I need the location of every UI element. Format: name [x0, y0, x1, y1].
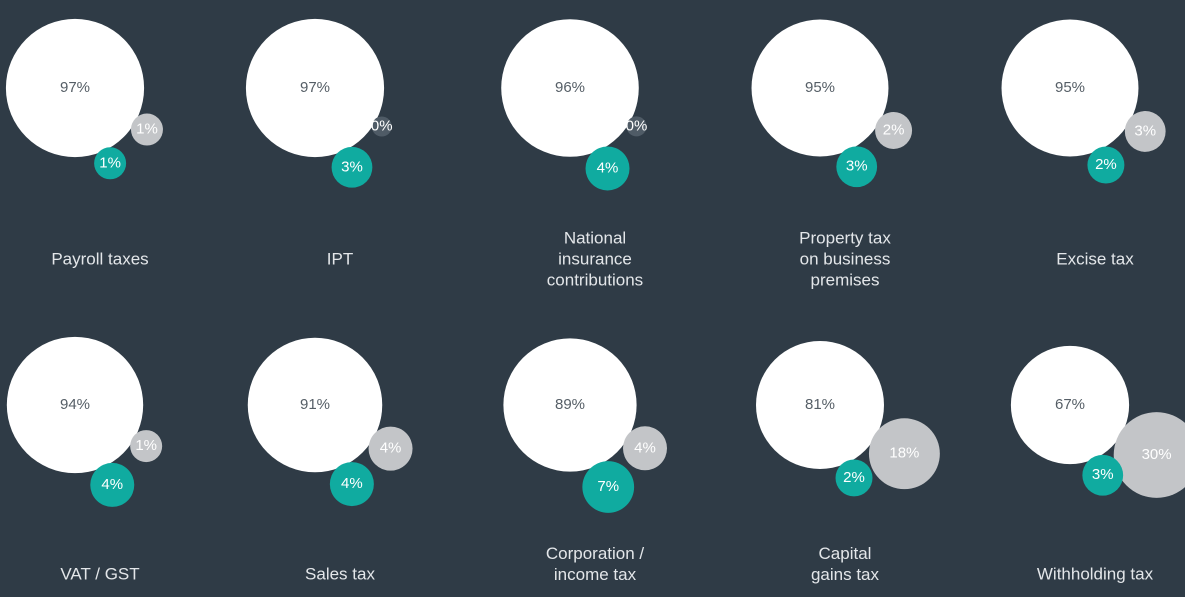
bubble: [1124, 111, 1166, 152]
value-label: 2%: [1095, 156, 1117, 173]
value-label: 4%: [341, 475, 363, 492]
category-label: Property tax: [799, 228, 891, 247]
bubble: [623, 426, 668, 471]
bubble: [331, 146, 373, 188]
value-label: 97%: [60, 79, 90, 96]
category-label: Sales tax: [305, 564, 375, 583]
bubble: [1113, 412, 1185, 498]
value-label: 0%: [371, 118, 393, 135]
value-label: 0%: [626, 117, 648, 134]
value-label: 91%: [300, 396, 330, 413]
value-label: 89%: [555, 396, 585, 413]
category-label: contributions: [547, 270, 643, 289]
value-label: 4%: [597, 159, 619, 176]
value-label: 18%: [889, 445, 919, 462]
bubble: [626, 116, 647, 137]
bubble: [1001, 19, 1139, 157]
bubble: [585, 146, 630, 191]
value-label: 2%: [843, 469, 865, 486]
bubble: [371, 116, 392, 137]
category-label: IPT: [327, 249, 353, 268]
category-label: income tax: [554, 565, 637, 584]
bubble: [1010, 345, 1130, 465]
bubble: [1087, 146, 1125, 184]
bubble: [501, 19, 639, 157]
category-label: gains tax: [811, 565, 880, 584]
value-label: 95%: [1055, 79, 1085, 96]
bubble: [751, 19, 889, 157]
value-label: 2%: [883, 121, 905, 138]
bubble: [368, 426, 413, 471]
value-label: 3%: [846, 158, 868, 175]
bubble: [130, 430, 163, 463]
bubble: [5, 18, 145, 158]
value-label: 4%: [634, 439, 656, 456]
bubble: [130, 113, 163, 146]
bubble: [503, 338, 637, 472]
category-label: insurance: [558, 249, 632, 268]
value-label: 3%: [341, 158, 363, 175]
category-label: Corporation /: [546, 544, 645, 563]
bubble: [582, 461, 635, 513]
category-label: Capital: [819, 544, 872, 563]
value-label: 1%: [135, 437, 157, 454]
value-label: 1%: [136, 121, 158, 138]
value-label: 3%: [1134, 122, 1156, 139]
category-label: premises: [811, 270, 880, 289]
category-label: Payroll taxes: [51, 249, 148, 268]
bubble: [329, 462, 374, 507]
bubble: [1082, 454, 1124, 496]
category-label: VAT / GST: [60, 564, 139, 583]
bubble: [875, 111, 913, 149]
value-label: 81%: [805, 396, 835, 413]
value-label: 7%: [597, 478, 619, 495]
value-label: 67%: [1055, 396, 1085, 413]
value-label: 95%: [805, 79, 835, 96]
value-label: 4%: [380, 440, 402, 457]
bubble: [868, 418, 940, 490]
category-label: on business: [800, 249, 891, 268]
value-label: 94%: [60, 396, 90, 413]
value-label: 1%: [99, 154, 121, 171]
value-label: 97%: [300, 79, 330, 96]
bubble: [90, 462, 135, 507]
bubble: [835, 459, 873, 497]
bubble: [6, 336, 144, 474]
bubble: [836, 146, 878, 188]
category-label: Withholding tax: [1037, 564, 1154, 583]
category-label: Excise tax: [1056, 249, 1134, 268]
value-label: 3%: [1092, 466, 1114, 483]
value-label: 4%: [101, 476, 123, 493]
value-label: 30%: [1142, 446, 1172, 463]
bubble: [756, 341, 884, 469]
bubble: [94, 147, 127, 180]
category-label: National: [564, 228, 626, 247]
value-label: 96%: [555, 79, 585, 96]
bubble: [245, 18, 385, 158]
bubble: [247, 337, 383, 473]
